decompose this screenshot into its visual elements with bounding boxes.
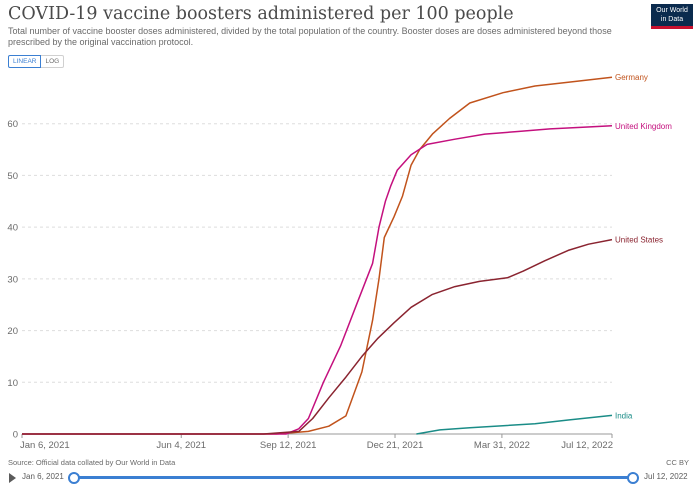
timeline-slider: Jan 6, 2021 Jul 12, 2022 xyxy=(0,470,697,486)
series-label-united-kingdom: United Kingdom xyxy=(615,122,672,131)
series-label-india: India xyxy=(615,411,633,420)
x-tick-label: Sep 12, 2021 xyxy=(260,440,317,451)
y-tick-label: 40 xyxy=(7,223,18,234)
scale-toggle: LINEAR LOG xyxy=(8,55,65,68)
x-tick-label: Jun 4, 2021 xyxy=(156,440,206,451)
timeline-start-label: Jan 6, 2021 xyxy=(22,472,64,481)
linear-scale-button[interactable]: LINEAR xyxy=(8,55,42,68)
series-line-germany xyxy=(22,76,613,435)
logo-line-1: Our World xyxy=(656,7,688,14)
timeline-end-handle[interactable] xyxy=(627,472,639,484)
series-line-india xyxy=(416,414,613,435)
chart-title: COVID-19 vaccine boosters administered p… xyxy=(8,4,514,24)
logo-line-2: in Data xyxy=(660,15,684,23)
series-line-united-states xyxy=(22,238,613,435)
source-note[interactable]: Source: Official data collated by Our Wo… xyxy=(8,458,176,467)
chart-subtitle: Total number of vaccine booster doses ad… xyxy=(8,26,612,47)
timeline-track[interactable] xyxy=(74,476,633,479)
x-tick-label: Jul 12, 2022 xyxy=(561,440,613,451)
log-scale-button[interactable]: LOG xyxy=(41,55,65,68)
y-tick-label: 60 xyxy=(7,119,18,130)
series-line-united-kingdom xyxy=(22,125,613,435)
x-tick-label: Jan 6, 2021 xyxy=(20,440,70,451)
license-label[interactable]: CC BY xyxy=(666,458,689,467)
y-tick-label: 0 xyxy=(13,430,18,441)
y-tick-label: 50 xyxy=(7,171,18,182)
play-icon[interactable] xyxy=(9,473,16,483)
x-tick-label: Mar 31, 2022 xyxy=(474,440,530,451)
y-tick-label: 20 xyxy=(7,326,18,337)
y-tick-label: 10 xyxy=(7,378,18,389)
x-tick-label: Dec 21, 2021 xyxy=(367,440,424,451)
timeline-end-label: Jul 12, 2022 xyxy=(644,472,688,481)
timeline-start-handle[interactable] xyxy=(68,472,80,484)
series-label-germany: Germany xyxy=(615,73,648,82)
series-label-united-states: United States xyxy=(615,236,663,245)
owid-logo[interactable]: Our World in Data xyxy=(651,4,693,29)
y-tick-label: 30 xyxy=(7,274,18,285)
